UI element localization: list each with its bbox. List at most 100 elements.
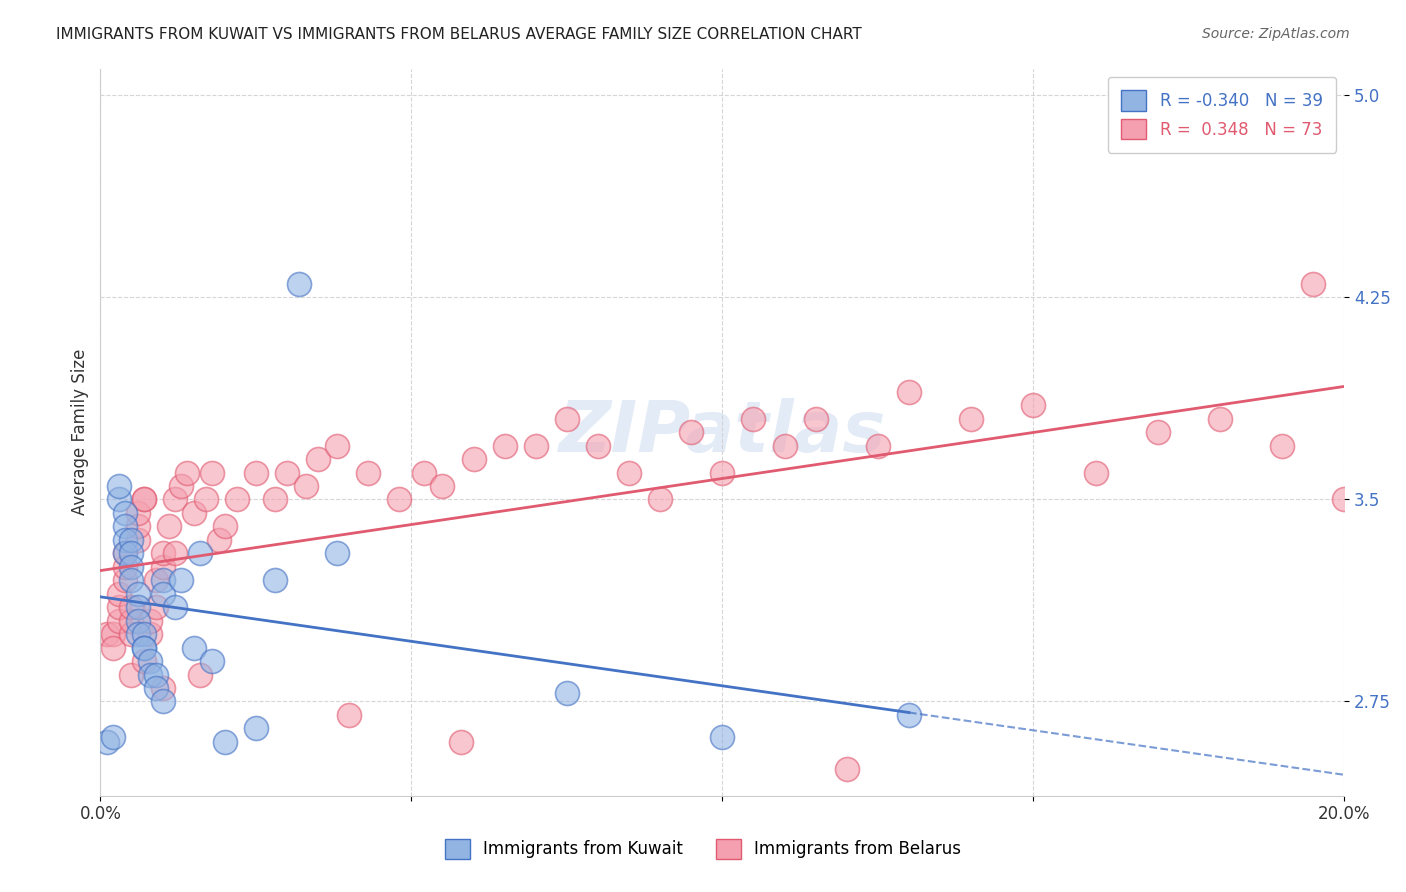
Point xyxy=(201,654,224,668)
Point xyxy=(1271,439,1294,453)
Point xyxy=(120,574,142,588)
Point xyxy=(120,559,142,574)
Point xyxy=(114,533,136,547)
Point xyxy=(127,587,149,601)
Point xyxy=(132,640,155,655)
Point xyxy=(139,667,162,681)
Point xyxy=(114,546,136,560)
Point xyxy=(711,730,734,744)
Point xyxy=(188,667,211,681)
Point xyxy=(132,627,155,641)
Point xyxy=(245,722,267,736)
Point xyxy=(357,466,380,480)
Point xyxy=(170,479,193,493)
Point xyxy=(132,640,155,655)
Point xyxy=(681,425,703,439)
Point xyxy=(1209,411,1232,425)
Point xyxy=(325,439,347,453)
Point xyxy=(463,452,485,467)
Point xyxy=(127,614,149,628)
Point xyxy=(114,574,136,588)
Point xyxy=(152,546,174,560)
Point xyxy=(1022,398,1045,412)
Point xyxy=(207,533,229,547)
Point xyxy=(170,574,193,588)
Point xyxy=(494,439,516,453)
Point xyxy=(773,439,796,453)
Point xyxy=(835,762,858,776)
Point xyxy=(201,466,224,480)
Point xyxy=(245,466,267,480)
Point xyxy=(388,492,411,507)
Text: IMMIGRANTS FROM KUWAIT VS IMMIGRANTS FROM BELARUS AVERAGE FAMILY SIZE CORRELATIO: IMMIGRANTS FROM KUWAIT VS IMMIGRANTS FRO… xyxy=(56,27,862,42)
Point xyxy=(586,439,609,453)
Point xyxy=(183,506,205,520)
Point xyxy=(276,466,298,480)
Point xyxy=(555,686,578,700)
Point xyxy=(114,519,136,533)
Point xyxy=(1302,277,1324,291)
Point xyxy=(120,533,142,547)
Point xyxy=(804,411,827,425)
Point xyxy=(263,492,285,507)
Point xyxy=(1146,425,1168,439)
Point xyxy=(96,627,118,641)
Legend: R = -0.340   N = 39, R =  0.348   N = 73: R = -0.340 N = 39, R = 0.348 N = 73 xyxy=(1108,77,1336,153)
Point xyxy=(132,492,155,507)
Text: ZIPatlas: ZIPatlas xyxy=(558,398,886,467)
Point xyxy=(120,667,142,681)
Point xyxy=(960,411,983,425)
Point xyxy=(617,466,640,480)
Point xyxy=(139,654,162,668)
Y-axis label: Average Family Size: Average Family Size xyxy=(72,349,89,516)
Point xyxy=(214,519,236,533)
Point xyxy=(325,546,347,560)
Point xyxy=(101,640,124,655)
Point xyxy=(432,479,454,493)
Point xyxy=(108,587,131,601)
Point xyxy=(188,546,211,560)
Point xyxy=(524,439,547,453)
Point xyxy=(132,492,155,507)
Point xyxy=(176,466,198,480)
Point xyxy=(152,694,174,708)
Point xyxy=(139,614,162,628)
Legend: Immigrants from Kuwait, Immigrants from Belarus: Immigrants from Kuwait, Immigrants from … xyxy=(437,832,969,866)
Point xyxy=(866,439,889,453)
Point xyxy=(145,600,167,615)
Point xyxy=(114,546,136,560)
Point xyxy=(145,681,167,695)
Point xyxy=(742,411,765,425)
Point xyxy=(127,600,149,615)
Point xyxy=(108,479,131,493)
Point xyxy=(898,384,921,399)
Point xyxy=(183,640,205,655)
Point xyxy=(163,492,186,507)
Point xyxy=(163,546,186,560)
Point xyxy=(412,466,434,480)
Point xyxy=(120,614,142,628)
Point xyxy=(120,546,142,560)
Point xyxy=(120,600,142,615)
Point xyxy=(152,681,174,695)
Point xyxy=(108,614,131,628)
Point xyxy=(1333,492,1355,507)
Point xyxy=(101,730,124,744)
Point xyxy=(101,627,124,641)
Point xyxy=(337,708,360,723)
Point xyxy=(145,667,167,681)
Point xyxy=(108,492,131,507)
Point xyxy=(214,735,236,749)
Point xyxy=(711,466,734,480)
Text: Source: ZipAtlas.com: Source: ZipAtlas.com xyxy=(1202,27,1350,41)
Point xyxy=(650,492,672,507)
Point xyxy=(294,479,316,493)
Point xyxy=(127,627,149,641)
Point xyxy=(152,587,174,601)
Point xyxy=(263,574,285,588)
Point xyxy=(127,533,149,547)
Point xyxy=(132,654,155,668)
Point xyxy=(157,519,180,533)
Point xyxy=(307,452,329,467)
Point xyxy=(127,506,149,520)
